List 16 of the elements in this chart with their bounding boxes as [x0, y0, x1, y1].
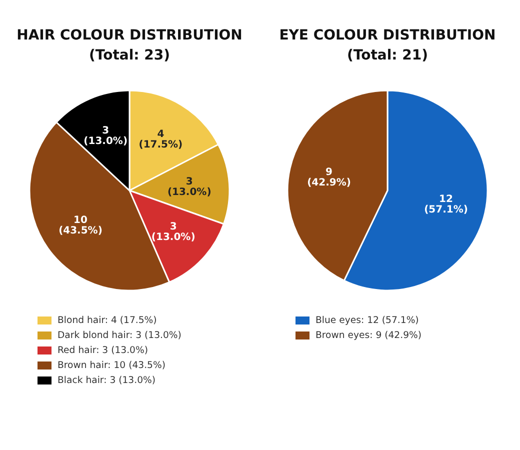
- legend-label: Red hair: 3 (13.0%): [58, 345, 148, 356]
- data-label: 4 (17.5%): [138, 129, 183, 151]
- data-label: 3 (13.0%): [167, 176, 212, 198]
- legend-label: Blond hair: 4 (17.5%): [58, 315, 157, 326]
- data-label: 10 (43.5%): [58, 215, 102, 237]
- chart-title: EYE COLOUR DISTRIBUTION (Total: 21): [279, 28, 496, 64]
- data-label: 9 (42.9%): [307, 167, 351, 189]
- legend-label: Dark blond hair: 3 (13.0%): [58, 330, 182, 341]
- legend-label: Blue eyes: 12 (57.1%): [316, 315, 419, 326]
- legend-label: Black hair: 3 (13.0%): [58, 375, 156, 386]
- legend-label: Brown hair: 10 (43.5%): [58, 360, 166, 371]
- legend-label: Brown eyes: 9 (42.9%): [316, 330, 422, 341]
- data-label: 3 (13.0%): [151, 221, 196, 243]
- data-label: 3 (13.0%): [84, 125, 128, 147]
- data-label: 12 (57.1%): [424, 194, 468, 216]
- chart-title: HAIR COLOUR DISTRIBUTION (Total: 23): [16, 28, 242, 64]
